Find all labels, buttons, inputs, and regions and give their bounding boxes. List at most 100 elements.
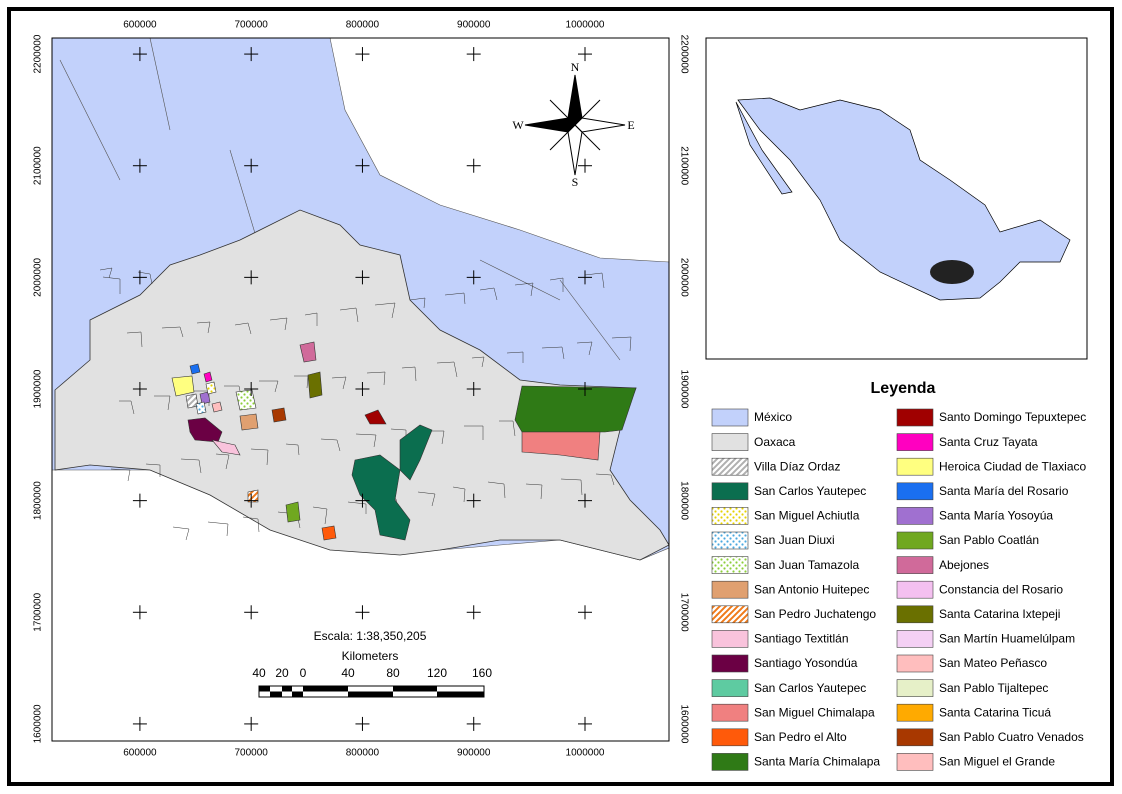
legend-swatch bbox=[896, 507, 934, 525]
municipality-border bbox=[250, 448, 269, 466]
municipality-border bbox=[464, 425, 484, 440]
legend-swatch bbox=[711, 556, 749, 574]
municipality-border bbox=[541, 346, 565, 360]
municipality-border bbox=[611, 336, 632, 352]
y-coord-label: 1900000 bbox=[33, 369, 44, 408]
municipality bbox=[351, 454, 411, 541]
inset-baja bbox=[735, 101, 793, 195]
municipality bbox=[247, 489, 259, 503]
legend-label: Santa Cruz Tayata bbox=[939, 435, 1038, 449]
legend-label: Santa Catarina Ticuá bbox=[939, 705, 1051, 719]
map-frame bbox=[51, 37, 670, 742]
legend-label: Santa María del Rosario bbox=[939, 484, 1069, 498]
legend-swatch bbox=[896, 531, 934, 550]
municipality bbox=[239, 413, 259, 431]
compass-s: S bbox=[572, 175, 579, 189]
legend-label: San Pablo Coatlán bbox=[939, 533, 1039, 547]
municipality-border bbox=[161, 326, 184, 338]
legend-swatch bbox=[711, 703, 749, 722]
scale-segment bbox=[303, 686, 348, 692]
legend-label: Heroica Ciudad de Tlaxiaco bbox=[939, 459, 1087, 473]
x-coord-label: 800000 bbox=[346, 20, 380, 31]
legend-label: Santa María Yosoyúa bbox=[939, 509, 1053, 523]
scale-label: 0 bbox=[300, 666, 307, 680]
scale-label: 20 bbox=[275, 666, 289, 680]
legend-label: San Carlos Yautepec bbox=[754, 681, 866, 695]
legend-swatch bbox=[896, 679, 934, 697]
municipality bbox=[364, 409, 387, 425]
municipality-border bbox=[119, 400, 135, 415]
state-border bbox=[59, 59, 121, 181]
municipality-border bbox=[259, 380, 279, 393]
municipality-border bbox=[429, 430, 445, 445]
inset-map bbox=[735, 97, 1071, 301]
legend-swatch bbox=[711, 531, 749, 550]
legend-label: San Pedro el Alto bbox=[754, 730, 847, 744]
legend-swatch bbox=[711, 457, 749, 476]
legend-swatch bbox=[896, 556, 934, 574]
municipality-border bbox=[285, 443, 300, 456]
state-border bbox=[479, 259, 561, 301]
municipality-border bbox=[331, 376, 347, 390]
x-coord-label: 1000000 bbox=[566, 748, 605, 759]
x-coord-label: 600000 bbox=[123, 20, 157, 31]
municipality-border bbox=[312, 506, 328, 525]
scale-label: 40 bbox=[252, 666, 266, 680]
outer-frame bbox=[7, 7, 1114, 786]
legend-swatch bbox=[711, 605, 749, 624]
legend-swatch bbox=[711, 482, 749, 501]
municipality-border bbox=[436, 361, 458, 378]
municipality-border bbox=[576, 341, 593, 356]
municipality-border bbox=[137, 271, 153, 285]
municipality-border bbox=[207, 521, 229, 537]
legend-swatch bbox=[896, 433, 934, 451]
municipality bbox=[514, 385, 637, 433]
scale-label: 160 bbox=[472, 666, 492, 680]
legend-title: Leyenda bbox=[871, 380, 936, 397]
legend-swatch bbox=[896, 630, 934, 648]
legend-swatch bbox=[711, 580, 749, 599]
legend-swatch bbox=[711, 507, 749, 525]
legend-label: México bbox=[754, 410, 792, 424]
municipality bbox=[271, 407, 287, 423]
municipality bbox=[189, 363, 201, 375]
legend-swatch bbox=[896, 654, 934, 673]
municipality bbox=[211, 401, 223, 413]
legend-swatch bbox=[711, 630, 749, 648]
y-coord-label: 1900000 bbox=[678, 370, 689, 409]
legend-label: Abejones bbox=[939, 558, 989, 572]
scale-text: Escala: 1:38,350,205 bbox=[314, 629, 427, 643]
x-coord-label: 1000000 bbox=[566, 20, 605, 31]
scale-label: 80 bbox=[386, 666, 400, 680]
legend-swatch bbox=[711, 728, 749, 747]
scale-segment bbox=[348, 691, 393, 697]
municipality-border bbox=[514, 282, 534, 297]
y-coord-label: 1600000 bbox=[33, 704, 44, 743]
municipality-border bbox=[401, 366, 417, 382]
legend-swatch bbox=[896, 457, 934, 476]
municipality-border bbox=[549, 277, 564, 292]
municipality-border bbox=[320, 438, 341, 452]
legend-swatch bbox=[896, 580, 934, 599]
municipality-border bbox=[409, 297, 426, 309]
compass: N S E W bbox=[512, 60, 634, 189]
legend-swatch bbox=[711, 679, 749, 697]
municipality-border bbox=[180, 458, 202, 474]
legend-label: Constancia del Rosario bbox=[939, 582, 1063, 596]
municipality bbox=[521, 431, 601, 461]
y-coord-label: 2200000 bbox=[678, 35, 689, 74]
municipality bbox=[299, 341, 317, 363]
legend-label: San Carlos Yautepec bbox=[754, 484, 866, 498]
compass-n: N bbox=[571, 60, 580, 74]
y-coord-label: 2000000 bbox=[33, 257, 44, 296]
scale-label: 40 bbox=[341, 666, 355, 680]
municipality-border bbox=[479, 287, 498, 301]
y-coord-label: 1600000 bbox=[678, 704, 689, 743]
municipality-border bbox=[154, 395, 171, 411]
municipality-border bbox=[145, 463, 161, 477]
municipality-border bbox=[355, 433, 377, 448]
inset-frame bbox=[705, 37, 1088, 360]
inset-mexico bbox=[737, 97, 1071, 301]
municipality bbox=[399, 424, 433, 481]
